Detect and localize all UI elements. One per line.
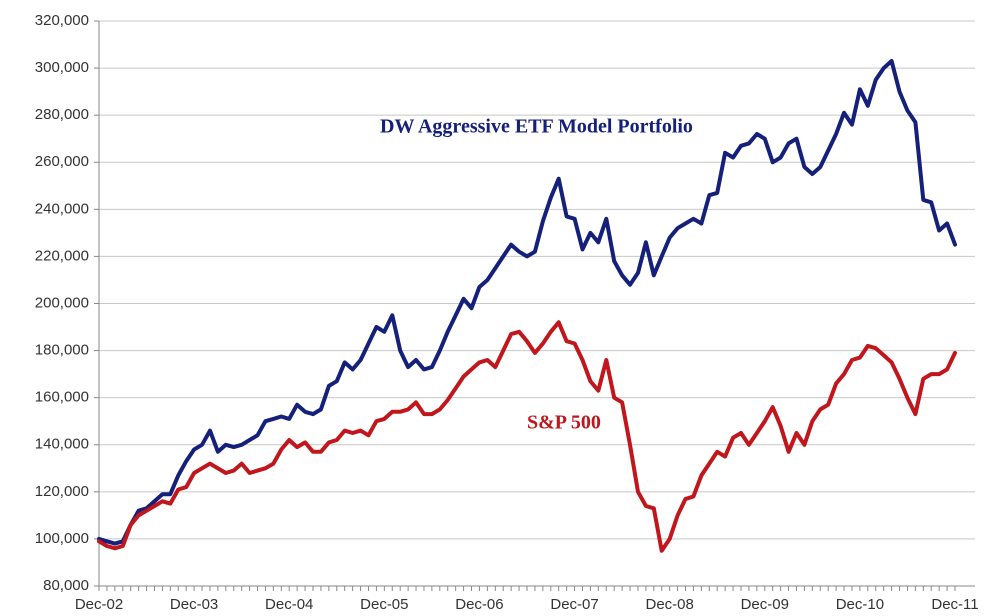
series-line xyxy=(97,320,957,553)
y-tick-label: 300,000 xyxy=(35,59,89,76)
x-tick-label: Dec-08 xyxy=(645,596,693,613)
y-tick-label: 180,000 xyxy=(35,342,89,359)
x-tick-label: Dec-02 xyxy=(75,596,123,613)
y-tick-label: 200,000 xyxy=(35,294,89,311)
series-line xyxy=(97,59,957,546)
y-tick-label: 100,000 xyxy=(35,530,89,547)
x-tick-label: Dec-09 xyxy=(741,596,789,613)
x-tick-label: Dec-10 xyxy=(836,596,884,613)
y-tick-label: 320,000 xyxy=(35,12,89,29)
y-tick-label: 160,000 xyxy=(35,389,89,406)
y-tick-label: 240,000 xyxy=(35,200,89,217)
x-tick-label: Dec-03 xyxy=(170,596,218,613)
y-tick-label: 220,000 xyxy=(35,247,89,264)
y-tick-label: 80,000 xyxy=(43,577,89,594)
y-tick-label: 280,000 xyxy=(35,106,89,123)
x-tick-label: Dec-04 xyxy=(265,596,313,613)
series-label: DW Aggressive ETF Model Portfolio xyxy=(380,116,693,138)
y-tick-label: 140,000 xyxy=(35,436,89,453)
y-tick-label: 260,000 xyxy=(35,153,89,170)
x-tick-label: Dec-05 xyxy=(360,596,408,613)
x-tick-label: Dec-06 xyxy=(455,596,503,613)
x-tick-label: Dec-11 xyxy=(931,596,978,613)
y-tick-label: 120,000 xyxy=(35,483,89,500)
x-tick-label: Dec-07 xyxy=(550,596,598,613)
series-label: S&P 500 xyxy=(527,412,601,434)
